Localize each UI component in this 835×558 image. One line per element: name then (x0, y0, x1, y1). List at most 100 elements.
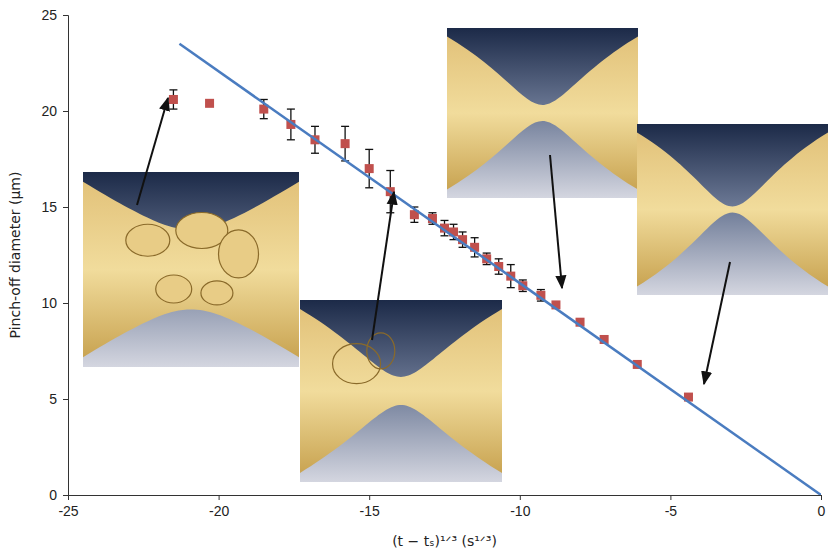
inset-surface (83, 182, 299, 358)
inset-surface (300, 309, 502, 473)
tick-mark (63, 495, 68, 496)
error-bar (169, 90, 177, 109)
x-axis: -25 -20 -15 -10 -5 0 (58, 495, 825, 519)
axis-line (63, 16, 69, 496)
error-bar-cap (495, 274, 503, 275)
tick-mark (63, 303, 68, 304)
inset-background (447, 28, 638, 198)
data-point (205, 99, 214, 108)
arrows (137, 98, 730, 384)
inset-blob (156, 275, 192, 303)
error-bar-cap (287, 108, 295, 109)
error-bar-cap (365, 187, 373, 188)
error-bar-cap (459, 247, 467, 248)
tick: 15 (41, 199, 68, 215)
axis-line (69, 496, 822, 501)
error-bars (169, 90, 544, 301)
tick-label: 15 (41, 199, 57, 215)
tick-label: -10 (510, 503, 530, 519)
tick: -15 (360, 495, 380, 519)
inset-blob (126, 224, 170, 256)
tick-label: 25 (41, 7, 57, 23)
error-bar-cap (410, 222, 418, 223)
error-bar-cap (537, 289, 545, 290)
inset-background (637, 124, 828, 295)
tick: 25 (41, 7, 68, 23)
tick: 0 (49, 487, 68, 503)
tick: 5 (49, 391, 68, 407)
error-bar-cap (459, 231, 467, 232)
tick-mark (670, 495, 671, 500)
inset-image (300, 300, 502, 482)
error-bar-cap (311, 153, 319, 154)
plot-area (169, 44, 821, 495)
error-bar-cap (483, 264, 491, 265)
error-bar-cap (365, 149, 373, 150)
tick-mark (63, 15, 68, 16)
inset-blob (333, 344, 381, 384)
error-bar-cap (386, 170, 394, 171)
error-bar (365, 149, 373, 187)
tick: -25 (58, 495, 78, 519)
data-point (365, 164, 374, 173)
data-point (169, 95, 178, 104)
insets (83, 28, 828, 482)
tick: 0 (818, 495, 826, 519)
arrow (550, 155, 562, 288)
error-bar-cap (495, 258, 503, 259)
tick-mark (821, 495, 822, 500)
error-bar-cap (471, 256, 479, 257)
tick: -5 (665, 495, 678, 519)
error-bar-cap (507, 287, 515, 288)
tick-mark (68, 495, 69, 500)
error-bar-cap (441, 220, 449, 221)
tick-mark (369, 495, 370, 500)
inset-background (300, 300, 502, 482)
inset-image (83, 172, 299, 367)
tick-label: -5 (665, 503, 678, 519)
error-bar-cap (428, 212, 436, 213)
tick-label: 10 (41, 295, 57, 311)
inset-surface (447, 37, 638, 190)
error-bar (341, 126, 349, 161)
y-axis-title: Pinch-off diameter (μm) (7, 172, 23, 339)
error-bar-cap (450, 224, 458, 225)
x-axis-title: (t − tₛ)¹ᐟ³ (s¹ᐟ³) (392, 533, 497, 549)
tick-mark (63, 111, 68, 112)
tick: -20 (209, 495, 229, 519)
points (169, 95, 693, 402)
arrow (372, 192, 394, 340)
y-axis: 0 5 10 15 20 25 (41, 7, 68, 503)
error-bar-cap (519, 279, 527, 280)
inset-image (637, 124, 828, 295)
error-bar-cap (507, 264, 515, 265)
error-bar-cap (260, 118, 268, 119)
error-bar-cap (287, 139, 295, 140)
error-bar-cap (471, 237, 479, 238)
arrow (137, 98, 168, 205)
arrow (704, 262, 730, 384)
inset-background (83, 172, 299, 367)
tick-label: 0 (49, 487, 57, 503)
tick-label: -20 (209, 503, 229, 519)
tick-mark (520, 495, 521, 500)
error-bar-cap (169, 89, 177, 90)
tick-mark (63, 399, 68, 400)
inset-image (447, 28, 638, 198)
error-bar-cap (341, 126, 349, 127)
inset-blob (367, 333, 395, 369)
tick-label: 5 (49, 391, 57, 407)
error-bar-cap (483, 252, 491, 253)
error-bar-cap (441, 235, 449, 236)
error-bar-cap (519, 291, 527, 292)
tick-label: 20 (41, 103, 57, 119)
tick-label: -25 (58, 503, 78, 519)
tick-label: 0 (818, 503, 826, 519)
error-bar-cap (311, 126, 319, 127)
tick-mark (63, 207, 68, 208)
error-bar-cap (169, 108, 177, 109)
inset-blob (219, 230, 259, 278)
tick: 20 (41, 103, 68, 119)
tick-mark (219, 495, 220, 500)
tick: -10 (510, 495, 530, 519)
